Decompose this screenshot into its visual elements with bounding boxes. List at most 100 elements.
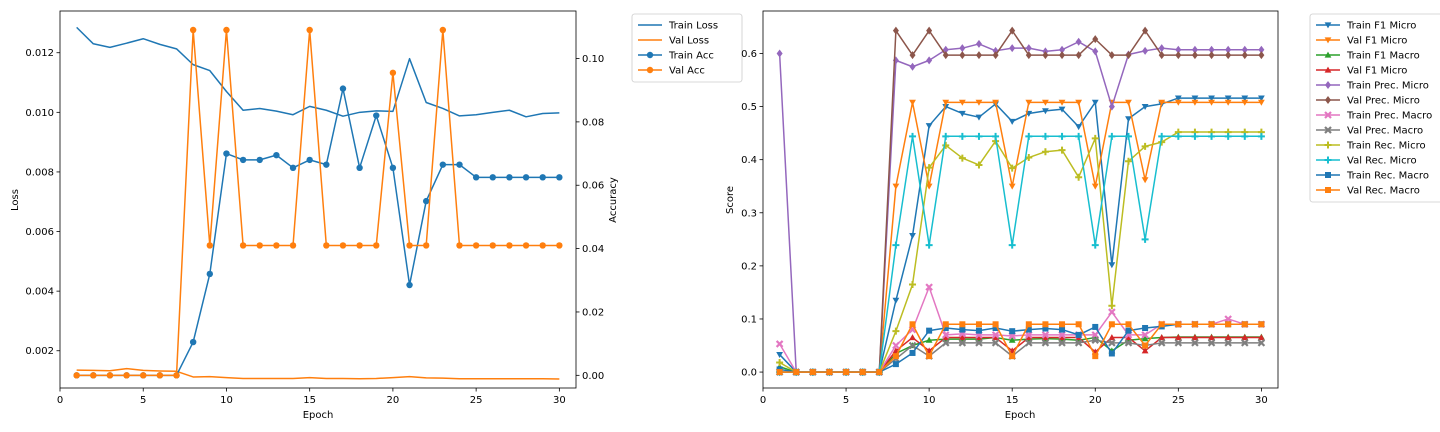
y-tick-label: 0.012 bbox=[25, 48, 54, 59]
data-point bbox=[1008, 164, 1016, 172]
data-point bbox=[1025, 44, 1032, 53]
data-point bbox=[1124, 339, 1133, 347]
y-tick-label: 0.1 bbox=[741, 314, 757, 325]
data-point bbox=[1125, 51, 1132, 60]
data-point bbox=[1175, 51, 1182, 60]
legend-label: Train Loss bbox=[668, 21, 718, 32]
data-point bbox=[90, 372, 97, 379]
data-point bbox=[1142, 46, 1149, 55]
series-train-f1-micro bbox=[776, 95, 1265, 376]
y2-tick-label: 0.00 bbox=[582, 371, 604, 382]
data-point bbox=[273, 151, 280, 159]
data-point bbox=[1042, 51, 1049, 60]
data-point bbox=[1009, 44, 1016, 53]
data-point bbox=[1208, 321, 1215, 328]
data-point bbox=[1141, 177, 1149, 184]
data-point bbox=[1208, 132, 1216, 140]
x-tick-label: 25 bbox=[1172, 395, 1185, 406]
data-point bbox=[1058, 331, 1066, 339]
data-point bbox=[1225, 321, 1232, 328]
data-point bbox=[1008, 118, 1016, 125]
data-point bbox=[1191, 51, 1198, 60]
data-point bbox=[1074, 339, 1083, 347]
data-point bbox=[909, 349, 916, 356]
data-point bbox=[1224, 315, 1232, 323]
series-line-train-loss bbox=[76, 26, 560, 118]
data-point bbox=[1009, 26, 1016, 35]
series-val-f1-micro bbox=[776, 99, 1265, 376]
chart1-plot-frame bbox=[59, 10, 577, 389]
data-point bbox=[1025, 321, 1032, 328]
data-point bbox=[323, 161, 330, 168]
chart2-y-ticks: 0.0 0.1 0.2 0.3 0.4 0.5 0.6 bbox=[741, 49, 763, 379]
data-point bbox=[289, 164, 297, 172]
data-point bbox=[1208, 334, 1215, 341]
y-tick-label: 0.002 bbox=[25, 346, 54, 357]
data-point bbox=[1191, 95, 1199, 102]
data-point bbox=[975, 51, 982, 60]
data-point bbox=[942, 132, 950, 140]
data-point bbox=[992, 99, 999, 106]
data-point bbox=[406, 242, 413, 249]
data-point bbox=[223, 26, 230, 34]
legend-item-val-f1-micro: Val F1 Micro bbox=[1316, 66, 1407, 77]
data-point bbox=[1258, 51, 1265, 60]
legend-label: Val F1 Micro bbox=[1347, 36, 1407, 47]
legend-label: Val Loss bbox=[669, 36, 709, 47]
data-point bbox=[73, 372, 80, 379]
data-point bbox=[1042, 99, 1049, 106]
x-tick-label: 25 bbox=[470, 395, 483, 406]
legend-box bbox=[1309, 13, 1440, 203]
data-point bbox=[1025, 334, 1033, 341]
legend-item-val-f1-micro: Val F1 Micro bbox=[1316, 36, 1407, 47]
data-point bbox=[975, 321, 982, 328]
data-point bbox=[793, 369, 800, 376]
legend-box bbox=[631, 13, 743, 83]
data-point bbox=[958, 334, 966, 341]
data-point bbox=[1092, 35, 1099, 44]
legend-marker bbox=[1325, 172, 1331, 178]
data-point bbox=[1241, 132, 1249, 140]
data-point bbox=[1058, 99, 1066, 106]
data-point bbox=[1108, 308, 1116, 316]
data-point bbox=[1191, 45, 1198, 54]
legend-label: Train Rec. Micro bbox=[1346, 141, 1426, 152]
data-point bbox=[1091, 99, 1099, 106]
data-point bbox=[892, 241, 900, 249]
data-point bbox=[422, 197, 430, 205]
series-line-val-f1-micro bbox=[779, 101, 1262, 373]
x-tick-label: 30 bbox=[553, 395, 566, 406]
data-point bbox=[1008, 183, 1016, 190]
data-point bbox=[1075, 51, 1082, 60]
data-point bbox=[1108, 102, 1115, 111]
data-point bbox=[992, 132, 1000, 140]
data-point bbox=[958, 154, 966, 162]
data-point bbox=[506, 242, 513, 249]
data-point bbox=[1225, 51, 1232, 60]
legend-item-val-prec-micro: Val Prec. Micro bbox=[1316, 96, 1420, 107]
x-tick-label: 20 bbox=[387, 395, 400, 406]
legend-item-val-loss: Val Loss bbox=[638, 36, 709, 47]
data-point bbox=[1075, 321, 1082, 328]
data-point bbox=[909, 321, 916, 328]
data-point bbox=[306, 26, 313, 34]
data-point bbox=[942, 51, 949, 60]
data-point bbox=[809, 369, 816, 376]
data-point bbox=[439, 161, 447, 168]
data-point bbox=[406, 281, 413, 289]
legend-item-val-acc: Val Acc bbox=[638, 66, 705, 77]
data-point bbox=[1108, 51, 1115, 60]
data-point bbox=[1224, 339, 1232, 347]
data-point bbox=[1191, 132, 1199, 140]
data-point bbox=[959, 326, 966, 333]
data-point bbox=[876, 369, 883, 376]
legend-marker bbox=[1324, 51, 1332, 58]
data-point bbox=[1142, 342, 1149, 349]
data-point bbox=[1241, 334, 1249, 341]
data-point bbox=[256, 156, 263, 164]
data-point bbox=[991, 339, 1000, 347]
data-point bbox=[1025, 99, 1033, 106]
data-point bbox=[456, 161, 463, 168]
data-point bbox=[992, 334, 999, 341]
